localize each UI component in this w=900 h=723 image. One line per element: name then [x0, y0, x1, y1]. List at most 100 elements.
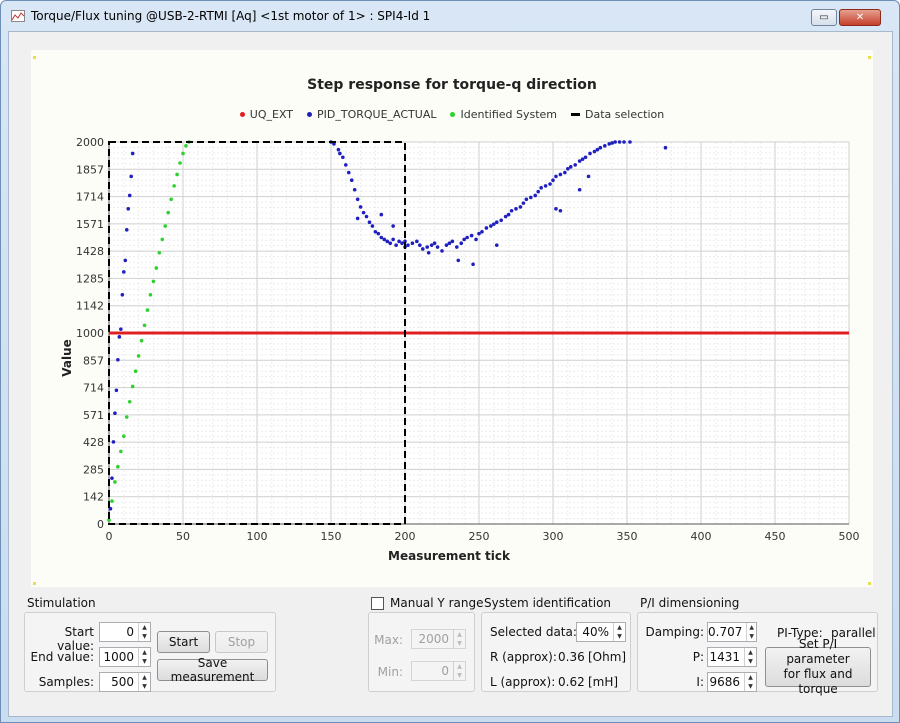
i-spinbox[interactable]: 9686 ▲ ▼	[707, 672, 757, 692]
save-measurement-button[interactable]: Save measurement	[157, 656, 268, 684]
corner-marker	[33, 56, 36, 59]
spin-up-icon[interactable]: ▲	[617, 624, 622, 631]
pid-torque-actual-point	[499, 218, 504, 223]
pid-torque-actual-point	[474, 237, 478, 242]
pid-torque-actual-point	[450, 239, 455, 244]
end-value-spinbox[interactable]: 1000 ▲ ▼	[99, 647, 151, 667]
pid-torque-actual-point	[548, 182, 552, 186]
spin-down-icon[interactable]: ▼	[142, 658, 147, 665]
pid-torque-actual-point	[376, 231, 381, 236]
x-tick-label: 0	[106, 530, 113, 543]
pid-torque-actual-point	[529, 195, 533, 200]
pid-torque-actual-point	[126, 207, 131, 211]
spin-up-icon[interactable]: ▲	[457, 663, 462, 670]
identified-system-point	[124, 415, 129, 419]
i-value: 9686	[709, 675, 740, 689]
legend-label: Identified System	[460, 108, 558, 121]
y-axis-title: Value	[60, 339, 74, 377]
spin-up-icon[interactable]: ▲	[748, 649, 753, 656]
identified-system-point	[184, 144, 188, 148]
pid-torque-actual-point	[514, 207, 518, 211]
spin-down-icon[interactable]: ▼	[142, 683, 147, 690]
pid-torque-actual-point	[336, 147, 341, 152]
max-spinbox[interactable]: 2000 ▲ ▼	[411, 629, 466, 649]
spin-up-icon[interactable]: ▲	[749, 624, 754, 631]
pid-torque-actual-point	[480, 229, 484, 234]
window-title: Torque/Flux tuning @USB-2-RTMI [Aq] <1st…	[31, 9, 431, 23]
pi-dimensioning-title: P/I dimensioning	[640, 596, 740, 610]
pid-torque-actual-point	[332, 142, 336, 146]
manual-y-range-checkbox[interactable]	[371, 597, 384, 610]
pid-torque-actual-point	[113, 411, 117, 416]
stimulation-group: Start value: 0 ▲ ▼ End value: 1000 ▲ ▼ Sam…	[24, 612, 276, 692]
selected-data-spinbox[interactable]: 40% ▲ ▼	[576, 622, 626, 642]
spin-down-icon[interactable]: ▼	[142, 633, 147, 640]
spin-down-icon[interactable]: ▼	[617, 633, 622, 640]
pid-torque-actual-point	[462, 237, 467, 242]
pid-torque-actual-point	[418, 243, 422, 247]
spin-up-icon[interactable]: ▲	[457, 631, 462, 638]
pid-torque-actual-point	[533, 193, 538, 198]
y-tick-label: 1428	[76, 245, 104, 258]
legend-marker	[571, 113, 581, 116]
start-button[interactable]: Start	[157, 631, 210, 653]
title-bar[interactable]: Torque/Flux tuning @USB-2-RTMI [Aq] <1st…	[1, 1, 899, 31]
x-tick-label: 300	[543, 530, 564, 543]
manual-y-range-group: Max: 2000 ▲ ▼ Min: 0 ▲ ▼	[368, 612, 475, 692]
pid-torque-actual-point	[426, 250, 431, 255]
pid-torque-actual-point	[536, 189, 540, 194]
identified-system-point	[178, 161, 182, 165]
stop-button[interactable]: Stop	[215, 631, 268, 653]
identified-system-point	[154, 266, 159, 270]
system-identification-group: Selected data: 40% ▲ ▼ R (approx): 0.36 […	[481, 612, 631, 692]
set-pi-parameter-button[interactable]: Set P/I parameter for flux and torque	[765, 637, 871, 696]
pid-torque-actual-point	[127, 193, 132, 198]
identified-system-point	[127, 399, 132, 404]
pi-type-label: PI-Type:	[777, 626, 823, 640]
spin-down-icon[interactable]: ▼	[749, 633, 754, 640]
y-tick-label: 571	[83, 409, 104, 422]
pid-torque-actual-point	[382, 237, 387, 242]
identified-system-point	[160, 237, 165, 242]
y-tick-label: 0	[97, 518, 104, 531]
identified-system-point	[163, 224, 168, 228]
spin-up-icon[interactable]: ▲	[748, 674, 753, 681]
pid-torque-actual-point	[385, 239, 390, 244]
p-spinbox[interactable]: 1431 ▲ ▼	[707, 647, 757, 667]
samples-spinbox[interactable]: 500 ▲ ▼	[99, 672, 151, 692]
spin-down-icon[interactable]: ▼	[748, 683, 753, 690]
spin-down-icon[interactable]: ▼	[748, 658, 753, 665]
pid-torque-actual-point	[471, 262, 475, 267]
pid-torque-actual-point	[358, 205, 363, 209]
spin-down-icon[interactable]: ▼	[457, 672, 462, 679]
manual-y-range-label: Manual Y range	[390, 596, 484, 610]
y-tick-label: 1142	[76, 300, 104, 313]
x-tick-label: 150	[321, 530, 342, 543]
restore-button[interactable]: ▭	[811, 9, 837, 26]
pid-torque-actual-point	[391, 224, 395, 228]
pid-torque-actual-point	[477, 231, 481, 236]
spin-up-icon[interactable]: ▲	[142, 674, 147, 681]
spin-up-icon[interactable]: ▲	[142, 624, 147, 631]
spin-up-icon[interactable]: ▲	[142, 649, 147, 656]
pi-dimensioning-group: Damping: 0.707 ▲ ▼ P: 1431 ▲ ▼ I: 9686 ▲ ▼ …	[637, 612, 878, 696]
pid-torque-actual-point	[370, 224, 375, 228]
set-pi-button-line2: for flux and torque	[783, 667, 853, 696]
pid-torque-actual-point	[577, 187, 582, 192]
min-spinbox[interactable]: 0 ▲ ▼	[411, 661, 466, 681]
chart-title: Step response for torque-q direction	[307, 77, 597, 93]
identified-system-point	[175, 172, 179, 177]
pid-torque-actual-point	[598, 145, 603, 150]
client-area: 0 50 100 150 200 250 300 350 400 450 500 0 142 285 428…	[8, 31, 893, 717]
start-value-spinbox[interactable]: 0 ▲ ▼	[99, 622, 151, 642]
step-response-chart[interactable]: 0 50 100 150 200 250 300 350 400 450 500 0 142 285 428…	[31, 50, 873, 587]
x-axis-title: Measurement tick	[388, 549, 511, 563]
spin-down-icon[interactable]: ▼	[457, 640, 462, 647]
selected-data-value: 40%	[582, 625, 609, 639]
pid-torque-actual-point	[583, 155, 588, 160]
x-tick-label: 500	[839, 530, 860, 543]
y-tick-label: 1285	[76, 272, 104, 285]
close-button[interactable]: ✕	[839, 9, 881, 26]
damping-spinbox[interactable]: 0.707 ▲ ▼	[707, 622, 757, 642]
pid-torque-actual-point	[577, 159, 582, 163]
